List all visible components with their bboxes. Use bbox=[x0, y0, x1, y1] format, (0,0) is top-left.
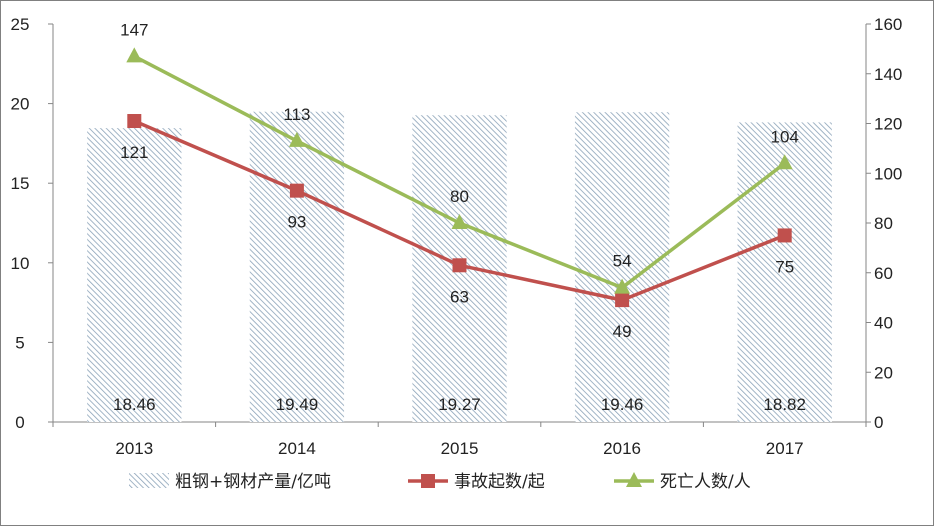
line-data-label: 147 bbox=[120, 20, 148, 39]
line-data-label: 121 bbox=[120, 143, 148, 162]
x-tick-label: 2016 bbox=[603, 439, 641, 458]
y-right-tick-label: 20 bbox=[874, 363, 893, 382]
y-left-tick-label: 20 bbox=[11, 95, 30, 114]
line-data-label: 49 bbox=[613, 322, 632, 341]
triangle-marker bbox=[451, 214, 468, 229]
bar bbox=[574, 112, 670, 422]
x-tick-label: 2017 bbox=[766, 439, 804, 458]
square-marker bbox=[127, 114, 142, 129]
x-tick-label: 2014 bbox=[278, 439, 316, 458]
triangle-marker bbox=[614, 278, 631, 294]
line-data-label: 93 bbox=[287, 213, 306, 232]
bar bbox=[87, 128, 182, 422]
bar-data-label: 19.49 bbox=[276, 395, 319, 414]
data-labels: 18.46 19.49 19.27 19.46 18.82 121 93 63 49 75 147 1… bbox=[113, 20, 806, 414]
bar bbox=[249, 111, 345, 422]
square-marker bbox=[289, 183, 304, 198]
legend-square-marker bbox=[421, 474, 435, 488]
x-tick-label: 2015 bbox=[441, 439, 479, 458]
triangle-marker bbox=[288, 131, 305, 147]
bar-data-label: 18.46 bbox=[113, 395, 156, 414]
lines bbox=[126, 47, 793, 308]
y-left-tick-label: 25 bbox=[11, 15, 30, 34]
bar-data-label: 18.82 bbox=[763, 395, 806, 414]
y-right-tick-label: 40 bbox=[874, 314, 893, 333]
triangle-marker bbox=[126, 47, 143, 63]
legend-label: 粗钢+钢材产量/亿吨 bbox=[175, 472, 331, 492]
tick-labels: 0 5 10 15 20 25 0 20 40 60 80 100 120 140 160 2013 2014 2… bbox=[11, 15, 903, 458]
bar-data-label: 19.46 bbox=[601, 395, 644, 414]
legend-label: 事故起数/起 bbox=[454, 472, 545, 492]
y-right-tick-label: 60 bbox=[874, 264, 893, 283]
line-data-label: 63 bbox=[450, 287, 469, 306]
y-right-tick-label: 140 bbox=[874, 65, 902, 84]
square-marker bbox=[452, 258, 467, 273]
y-right-tick-label: 100 bbox=[874, 164, 902, 183]
x-tick-label: 2013 bbox=[115, 439, 153, 458]
line-data-label: 113 bbox=[283, 105, 310, 124]
y-left-tick-label: 10 bbox=[11, 254, 30, 273]
bar bbox=[737, 122, 832, 423]
legend-label: 死亡人数/人 bbox=[660, 472, 751, 492]
legend-swatch-bar bbox=[129, 473, 169, 488]
square-marker bbox=[615, 293, 630, 308]
y-right-tick-label: 120 bbox=[874, 115, 902, 134]
y-left-tick-label: 5 bbox=[15, 333, 24, 352]
square-marker bbox=[777, 228, 792, 243]
line-data-label: 104 bbox=[771, 127, 799, 146]
legend: 粗钢+钢材产量/亿吨 事故起数/起 死亡人数/人 bbox=[129, 472, 751, 492]
line-data-label: 75 bbox=[775, 257, 794, 276]
y-left-tick-label: 0 bbox=[15, 413, 24, 432]
triangle-marker bbox=[776, 154, 793, 170]
y-right-tick-label: 80 bbox=[874, 214, 893, 233]
line-data-label: 80 bbox=[450, 187, 469, 206]
y-right-tick-label: 0 bbox=[874, 413, 883, 432]
y-left-tick-label: 15 bbox=[11, 174, 30, 193]
legend-triangle-marker bbox=[626, 472, 642, 487]
line-data-label: 54 bbox=[613, 252, 632, 271]
y-right-tick-label: 160 bbox=[874, 15, 902, 34]
bars bbox=[87, 111, 832, 423]
bar-data-label: 19.27 bbox=[438, 395, 481, 414]
